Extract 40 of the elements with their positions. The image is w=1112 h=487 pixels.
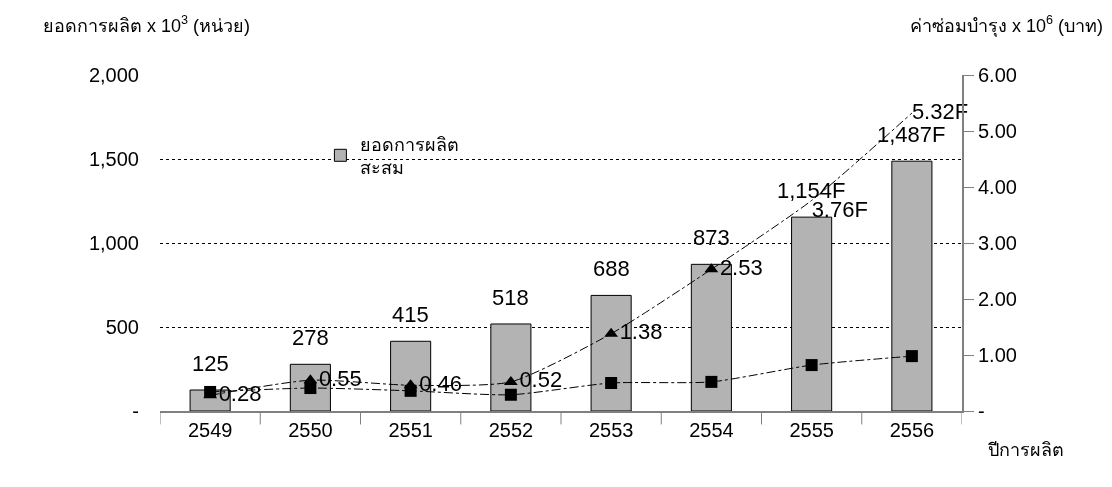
x-tick-label: 2550 bbox=[288, 419, 333, 441]
y2-tick-label: 6.00 bbox=[978, 64, 1017, 86]
y-tick-label: 1,000 bbox=[88, 232, 139, 254]
y2-axis-title: ค่าซ่อมบำรุง x 10$^{6}$ (บาท) bbox=[910, 13, 1104, 37]
x-tick-label: 2551 bbox=[388, 419, 433, 441]
point bbox=[905, 350, 918, 363]
point bbox=[504, 388, 517, 401]
point bbox=[404, 384, 417, 397]
x-tick-label: 2555 bbox=[789, 419, 834, 441]
data-label: 518 bbox=[492, 285, 529, 310]
y-tick-label: 2,000 bbox=[88, 64, 139, 86]
x-tick-label: 2553 bbox=[588, 419, 634, 441]
data-label: 125 bbox=[192, 351, 229, 376]
x-axis-title: ปีการผลิต bbox=[988, 440, 1064, 460]
point bbox=[805, 359, 818, 372]
data-label: 2.53 bbox=[719, 254, 763, 280]
legend-label: ยอดการผลิต สะสม bbox=[360, 134, 460, 179]
point bbox=[705, 375, 718, 388]
y2-tick-label: 4.00 bbox=[978, 176, 1017, 198]
data-label: 415 bbox=[392, 302, 429, 327]
point bbox=[204, 385, 217, 398]
y2-tick-label: 1.00 bbox=[978, 344, 1017, 366]
data-label: 1,487F bbox=[877, 122, 946, 147]
data-label: 1,154F bbox=[777, 178, 846, 203]
x-tick-label: 2549 bbox=[187, 419, 233, 441]
data-label: 688 bbox=[593, 256, 630, 281]
y2-tick-label: 3.00 bbox=[978, 232, 1017, 254]
y-tick-label: 500 bbox=[105, 316, 139, 338]
y2-tick-label: 5.00 bbox=[978, 120, 1017, 142]
data-label: 278 bbox=[292, 325, 329, 350]
y2-tick-label: - bbox=[978, 400, 985, 422]
y-tick-label: 1,500 bbox=[88, 148, 139, 170]
data-label: 5.32F bbox=[911, 98, 969, 124]
x-tick-label: 2554 bbox=[689, 419, 734, 441]
y-tick-label: - bbox=[132, 400, 139, 422]
x-tick-label: 2556 bbox=[889, 419, 935, 441]
point bbox=[605, 377, 618, 389]
y2-tick-label: 2.00 bbox=[978, 288, 1017, 310]
x-tick-label: 2552 bbox=[488, 419, 534, 441]
y-axis-title: ยอดการผลิต x 10$^{3}$ (หน่วย) bbox=[43, 13, 251, 36]
